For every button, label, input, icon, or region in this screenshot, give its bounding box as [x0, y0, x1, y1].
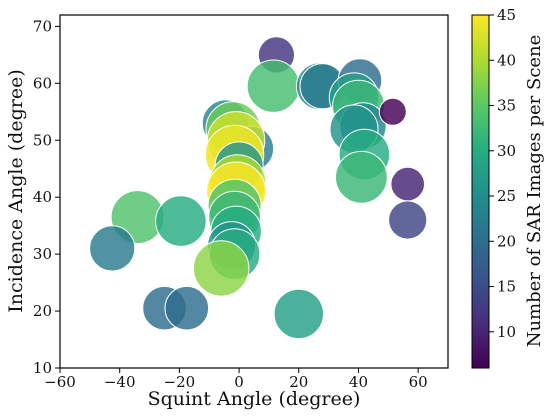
- plot-frame: [59, 14, 449, 369]
- data-point: [335, 150, 388, 204]
- x-axis-label: Squint Angle (degree): [148, 388, 361, 410]
- data-point: [388, 200, 428, 240]
- y-tick-label: 20: [33, 302, 52, 320]
- x-tick-label: 20: [289, 373, 308, 391]
- colorbar-tick-label: 35: [497, 97, 516, 115]
- x-tick-label: −60: [44, 373, 76, 391]
- y-tick-label: 30: [33, 245, 52, 263]
- data-point: [390, 166, 426, 202]
- y-tick-label: 50: [33, 131, 52, 149]
- colorbar-tick-label: 15: [497, 278, 516, 296]
- y-tick-label: 10: [33, 359, 52, 377]
- data-point: [378, 97, 407, 126]
- colorbar-tick-label: 10: [497, 323, 516, 341]
- y-tick-label: 60: [33, 74, 52, 92]
- y-axis-ticks: 10 20 30 40 50 60 70: [33, 17, 60, 377]
- colorbar-ticks: 10 15 20 25 30 35 40 45: [489, 6, 516, 341]
- data-point: [89, 225, 136, 272]
- colorbar: [471, 14, 490, 369]
- data-point: [246, 59, 301, 113]
- x-tick-label: 40: [349, 373, 368, 391]
- colorbar-tick-label: 25: [497, 187, 516, 205]
- x-tick-label: 0: [234, 373, 244, 391]
- data-point: [164, 285, 210, 331]
- colorbar-tick-label: 30: [497, 142, 516, 160]
- data-point: [273, 288, 324, 340]
- x-axis-ticks: −60 −40 −20 0 20 40 60: [44, 368, 428, 391]
- colorbar-label: Number of SAR Images per Scene: [524, 35, 545, 348]
- points-layer: [89, 36, 428, 340]
- colorbar-tick-label: 40: [497, 51, 516, 69]
- y-tick-label: 70: [33, 17, 52, 35]
- y-tick-label: 40: [33, 188, 52, 206]
- y-axis-label: Incidence Angle (degree): [5, 69, 27, 312]
- colorbar-tick-label: 20: [497, 232, 516, 250]
- data-point: [155, 195, 207, 247]
- colorbar-tick-label: 45: [497, 6, 516, 24]
- x-tick-label: 60: [409, 373, 428, 391]
- data-point: [193, 240, 250, 297]
- x-tick-label: −20: [164, 373, 196, 391]
- x-tick-label: −40: [104, 373, 136, 391]
